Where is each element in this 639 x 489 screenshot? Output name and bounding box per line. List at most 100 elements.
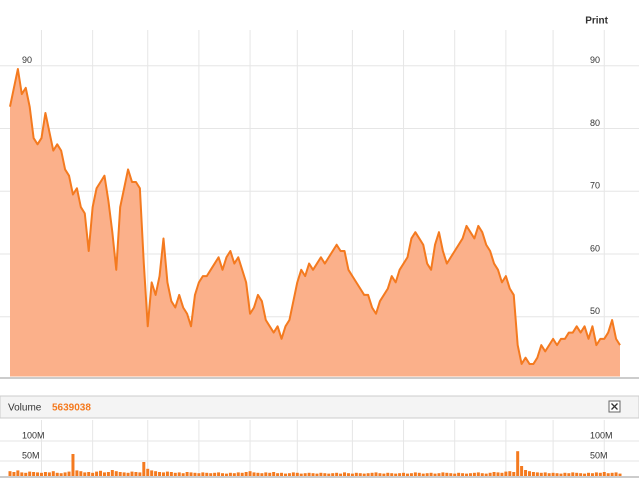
volume-bar [158, 472, 162, 476]
volume-bar [205, 472, 209, 476]
volume-bar [358, 473, 362, 476]
y-tick-label-right: 70 [590, 181, 600, 191]
volume-bar [291, 472, 295, 476]
volume-tick-label-left: 100M [22, 430, 45, 440]
volume-bar [480, 473, 484, 476]
volume-tick-label-right: 50M [590, 450, 608, 460]
volume-bar [567, 473, 571, 476]
volume-bar [95, 471, 99, 476]
volume-bar [102, 472, 106, 476]
print-button[interactable]: Print [585, 16, 608, 27]
volume-bar [429, 472, 433, 476]
volume-bar [551, 472, 555, 476]
volume-bar [504, 471, 508, 476]
volume-bar [382, 473, 386, 476]
volume-bar [610, 472, 614, 476]
volume-bar [323, 473, 327, 476]
price-line [9, 68, 621, 365]
volume-latest: 5639038 [52, 403, 91, 414]
volume-bar [91, 472, 95, 476]
volume-bar [559, 473, 563, 476]
volume-bar [268, 472, 272, 476]
close-icon [611, 403, 618, 410]
volume-bar [555, 473, 559, 476]
volume-bar [63, 472, 67, 476]
volume-bar [527, 471, 531, 476]
volume-bar [201, 472, 205, 476]
volume-bar [433, 473, 437, 476]
volume-bar [224, 473, 228, 476]
volume-bar [362, 473, 366, 476]
volume-bar [32, 472, 36, 476]
volume-bar [134, 472, 138, 476]
volume-bar [579, 473, 583, 476]
volume-bar [437, 473, 441, 476]
volume-bar [508, 471, 512, 476]
volume-bar [181, 473, 185, 476]
volume-bar [571, 472, 575, 476]
volume-bar [484, 473, 488, 476]
volume-bar [197, 473, 201, 476]
volume-bar [587, 472, 591, 476]
volume-bar [331, 473, 335, 476]
y-tick-label-right: 80 [590, 118, 600, 128]
volume-bar [417, 472, 421, 476]
volume-bar [283, 473, 287, 476]
volume-bar [543, 472, 547, 476]
volume-bar [276, 473, 280, 476]
volume-bar [130, 471, 134, 476]
volume-bar [409, 473, 413, 476]
volume-bar [354, 472, 358, 476]
volume-bar [264, 472, 268, 476]
price-area [10, 69, 620, 377]
volume-bar [500, 472, 504, 476]
volume-bar [59, 473, 63, 476]
volume-bar [378, 473, 382, 476]
volume-bar [252, 472, 256, 476]
volume-bar [307, 472, 311, 476]
volume-bar [138, 472, 142, 476]
volume-bar [213, 472, 217, 476]
volume-bar [457, 472, 461, 476]
volume-bar [185, 472, 189, 476]
volume-bar [236, 472, 240, 476]
volume-bar [445, 472, 449, 476]
volume-bar [126, 472, 130, 476]
volume-bar [87, 472, 91, 476]
volume-bar [370, 472, 374, 476]
volume-bar [602, 472, 606, 476]
volume-bar [99, 470, 103, 476]
volume-bar [524, 470, 528, 476]
volume-bar [496, 472, 500, 476]
volume-bar [83, 472, 87, 476]
volume-bar [303, 473, 307, 476]
volume-bar [346, 473, 350, 476]
volume-bar [453, 473, 457, 476]
volume-bar [472, 472, 476, 476]
volume-bar [47, 472, 51, 476]
volume-bar [398, 473, 402, 476]
close-button[interactable] [608, 400, 621, 413]
volume-bar [232, 473, 236, 476]
volume-header [0, 395, 639, 419]
volume-bar [240, 472, 244, 476]
volume-bar [461, 473, 465, 476]
volume-bar [67, 471, 71, 476]
y-tick-label-right: 50 [590, 306, 600, 316]
volume-bar [118, 472, 122, 476]
volume-bar [228, 472, 232, 476]
volume-bar [413, 472, 417, 476]
volume-bar [598, 472, 602, 476]
volume-bar [28, 471, 32, 476]
volume-bar [165, 471, 169, 476]
volume-bar [36, 472, 40, 476]
volume-bar [272, 472, 276, 476]
volume-bar [193, 472, 197, 476]
volume-bar [51, 471, 55, 476]
volume-bar [24, 472, 28, 476]
volume-bar [256, 472, 260, 476]
x-axis-band [0, 378, 639, 395]
y-tick-label-left: 90 [22, 55, 32, 65]
volume-bar [441, 472, 445, 476]
volume-bar [402, 472, 406, 476]
